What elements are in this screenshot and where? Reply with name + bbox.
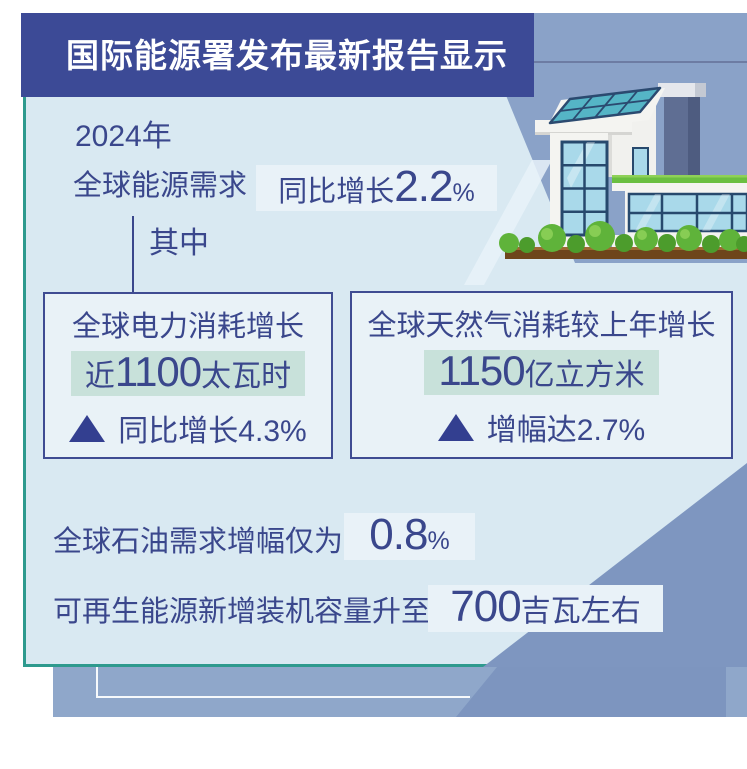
fascia [612,183,747,191]
branch-connector-line [132,216,134,292]
footer-outline-bottom [96,696,470,698]
tower-shade [608,100,612,177]
demand-growth-highlight: 同比增长 2.2% [256,165,497,211]
value-unit: % [427,527,450,555]
renewables-value-box: 700 吉瓦左右 [428,585,663,632]
value-number: 1150 [438,347,525,395]
value-prefix: 近 [84,360,115,394]
electricity-trend-row: 同比增长4.3% [69,406,307,450]
bushes-icon [499,221,747,253]
renewables-label: 可再生能源新增装机容量升至 [53,596,431,628]
demand-label: 全球能源需求 [73,170,248,202]
footer-band-dark-wedge [456,667,726,717]
gas-stat-box: 全球天然气消耗较上年增长 1150 亿立方米 增幅达2.7% [350,291,733,459]
green-roof-highlight [612,175,747,178]
electricity-value-pill: 近 1100 太瓦时 [70,348,306,397]
footer-outline-left [96,667,98,698]
growth-prefix: 同比增长 [278,176,395,208]
small-window-icon [632,147,649,178]
value-unit: 吉瓦左右 [520,595,641,628]
up-triangle-icon [437,413,474,441]
trend-text: 增幅达2.7% [486,414,646,448]
electricity-stat-box: 全球电力消耗增长 近 1100 太瓦时 同比增长4.3% [43,292,333,459]
up-triangle-icon [69,414,106,442]
page-title: 国际能源署发布最新报告显示 [66,36,508,74]
gas-trend-row: 增幅达2.7% [437,405,646,449]
year-label: 2024年 [75,120,172,153]
value-number: 1100 [114,348,202,396]
growth-unit: % [452,179,475,207]
gas-title: 全球天然气消耗较上年增长 [367,310,716,342]
solar-panel-icon [548,86,662,125]
header-banner: 国际能源署发布最新报告显示 [21,13,534,97]
value-number: 700 [450,582,521,631]
oil-demand-label: 全球石油需求增幅仅为 [53,526,344,558]
value-unit: 亿立方米 [524,359,645,393]
growth-value: 2.2 [394,162,453,211]
sky-horizon-line [534,61,747,63]
trend-text: 同比增长4.3% [118,415,307,449]
gas-value-pill: 1150 亿立方米 [424,347,659,396]
value-unit: 太瓦时 [201,360,292,394]
chimney-icon [658,83,706,178]
oil-demand-value-box: 0.8% [344,513,475,560]
green-roof [612,175,747,183]
branch-label: 其中 [149,227,209,260]
big-window-icon [560,140,609,237]
value-number: 0.8 [369,510,428,559]
electricity-title: 全球电力消耗增长 [71,311,304,343]
building-illustration [499,83,747,259]
